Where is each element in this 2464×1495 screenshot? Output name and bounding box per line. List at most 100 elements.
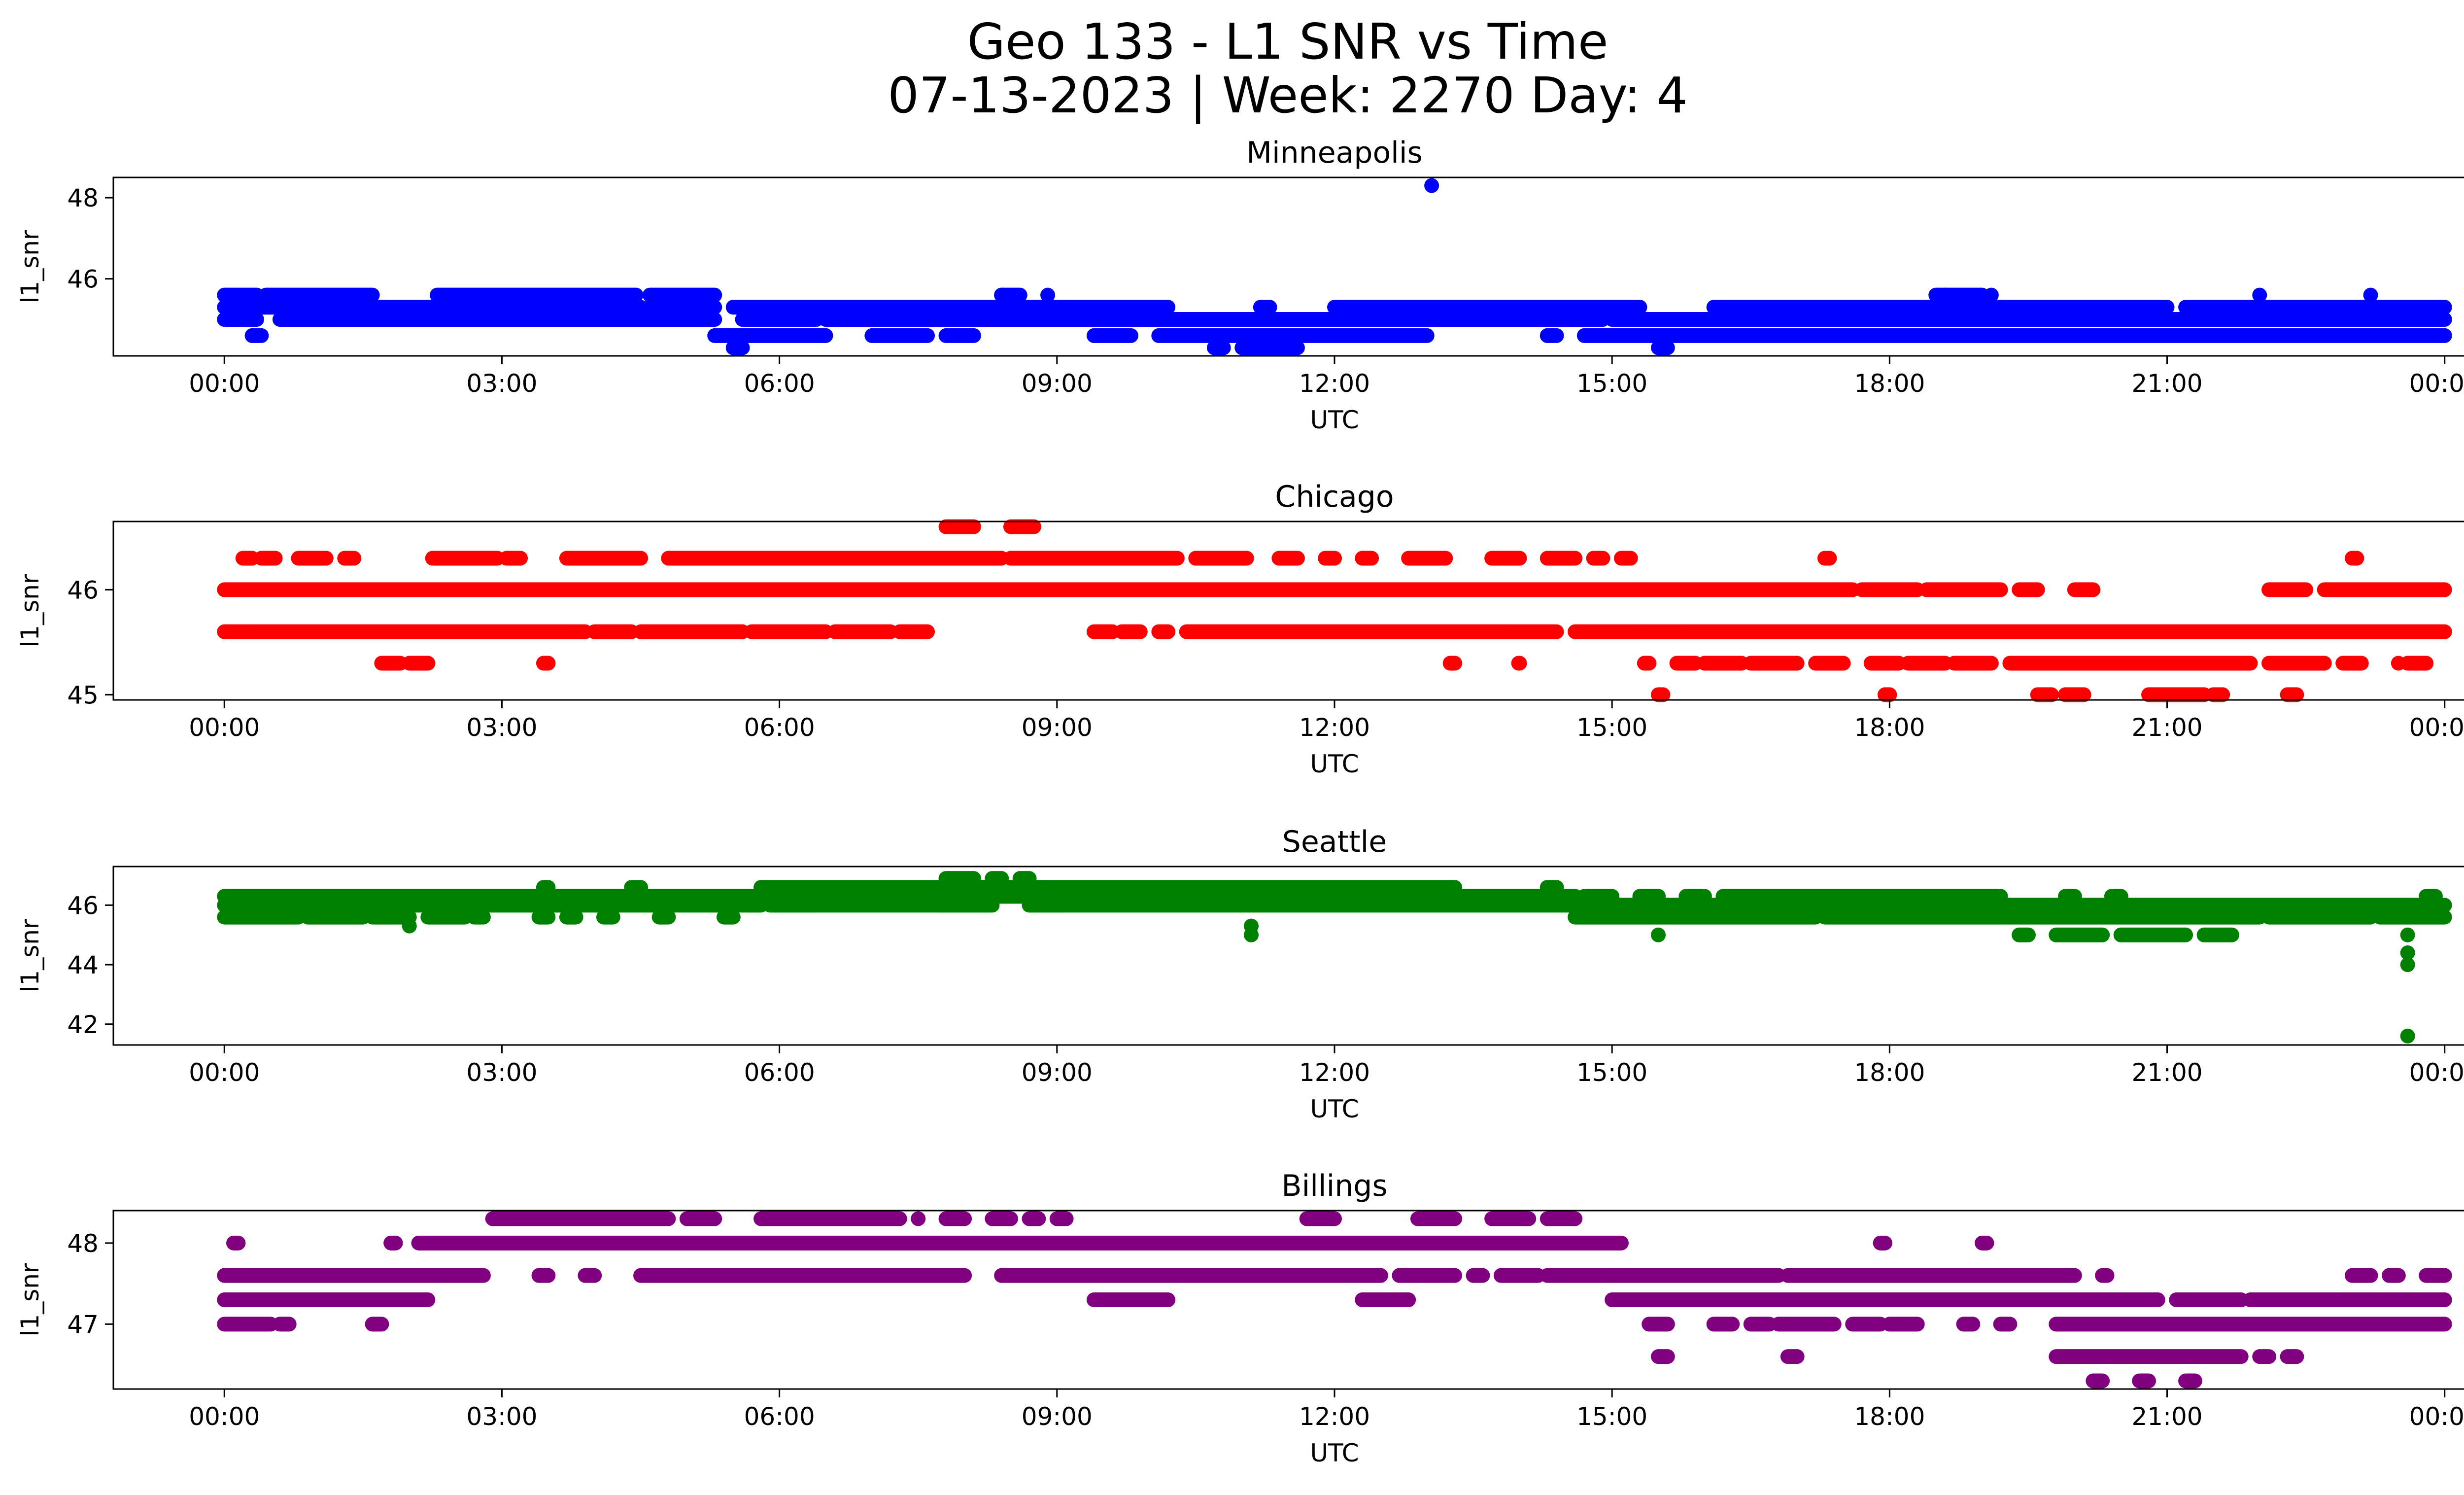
data-point-run [1410,1211,1463,1226]
data-point-run [430,287,644,303]
data-point-run [272,312,722,327]
data-point-run [1863,656,1907,671]
data-point [2400,1028,2415,1043]
data-point-run [1022,898,1583,913]
subplot-billings: 00:00 03:00 06:00 09:00 12:00 15:00 18:00 21:00… [16,1169,2464,1467]
data-point-run [1956,1317,1981,1332]
data-point-run [1022,1211,1046,1226]
data-point-run [1466,1268,1490,1283]
data-point [1424,178,1439,193]
data-point-run [2317,582,2452,597]
y-tick-label: 42 [67,1010,99,1039]
data-point-run [485,1211,676,1226]
data-point-run [2243,1292,2452,1307]
data-point-run [1540,551,1583,566]
y-axis-label: l1_snr [16,1263,44,1336]
data-point-run [911,1211,926,1226]
y-axis-label: l1_snr [16,574,44,647]
x-tick-label: 03:00 [466,1058,537,1087]
x-tick-label: 00:00 [2409,1402,2464,1431]
data-point [1188,551,1203,566]
data-point-run [1586,551,1610,566]
data-point-run [1595,1268,1786,1283]
data-point-run [2178,300,2452,315]
data-point-run [217,300,649,315]
data-point [2400,957,2415,973]
data-point-run [1003,519,1041,534]
data-point-run [1947,656,1999,671]
data-point-run [707,328,833,343]
y-axis-label: l1_snr [16,919,44,992]
data-point-run [1540,1268,1610,1283]
data-point-run [1086,624,1120,639]
data-point-run [1484,551,1527,566]
data-point-run [499,551,528,566]
data-point-run [675,551,1009,566]
data-point-run [753,1211,907,1226]
markers-minneapolis [217,178,2452,355]
data-point-run [1808,656,1851,671]
data-point-run [1484,1211,1537,1226]
subplot-minneapolis: 00:00 03:00 06:00 09:00 12:00 15:00 18:00 21:00… [16,136,2464,434]
data-point-run [365,909,417,925]
x-tick-label: 21:00 [2131,1402,2202,1431]
data-point-run [1576,328,2452,343]
x-tick-label: 15:00 [1576,713,1647,742]
data-point-run [1642,1317,1675,1332]
data-point-run [2002,909,2267,925]
data-point-run [1637,656,1657,671]
data-point-run [2382,1268,2406,1283]
x-tick-label: 09:00 [1022,369,1093,398]
y-tick-label: 45 [67,681,99,709]
x-tick-label: 00:00 [2409,1058,2464,1087]
data-point-run [425,551,505,566]
data-point-run [2252,1349,2277,1364]
data-point-run [2400,656,2434,671]
data-point [1234,551,1250,566]
data-point [2400,945,2415,960]
data-point-run [217,312,264,327]
data-point-run [1392,1268,1463,1283]
x-axis-label: UTC [1310,406,1359,434]
data-point-run [735,312,824,327]
data-point-run [596,909,620,925]
data-point-run [2196,927,2239,942]
data-point-run [1613,551,1638,566]
data-point-run [217,909,306,925]
data-point-run [1706,1317,1740,1332]
x-tick-label: 00:00 [189,369,260,398]
data-point [994,287,1009,303]
data-point-run [1540,328,1564,343]
y-tick-label: 44 [67,951,99,979]
x-tick-label: 18:00 [1854,713,1925,742]
markers-billings [217,1211,2452,1389]
data-point-run [1651,1349,1675,1364]
x-tick-label: 12:00 [1299,1402,1370,1431]
data-point [1984,287,1999,303]
x-tick-label: 00:00 [2409,369,2464,398]
data-point-run [559,551,649,566]
data-point-run [1318,551,1342,566]
data-point-run [559,909,583,925]
data-point-run [300,909,371,925]
subplot-title: Minneapolis [1246,136,1423,170]
x-tick-label: 03:00 [466,713,537,742]
x-tick-label: 06:00 [744,713,815,742]
data-point-run [2049,927,2110,942]
data-point-run [2419,1268,2452,1283]
data-point-run [725,300,1176,315]
data-point-run [2049,1268,2082,1283]
data-point-run [2095,1268,2115,1283]
data-point-run [2345,1268,2378,1283]
data-point-run [365,1317,389,1332]
data-point-run [2419,909,2452,925]
data-point-run [337,551,362,566]
data-point-run [1114,312,1610,327]
x-tick-label: 12:00 [1299,1058,1370,1087]
data-point-run [402,656,436,671]
data-point-run [1706,300,2175,315]
x-tick-label: 00:00 [189,713,260,742]
data-point-run [217,1317,278,1332]
y-tick-label: 48 [67,184,99,212]
data-point-run [383,1235,403,1251]
